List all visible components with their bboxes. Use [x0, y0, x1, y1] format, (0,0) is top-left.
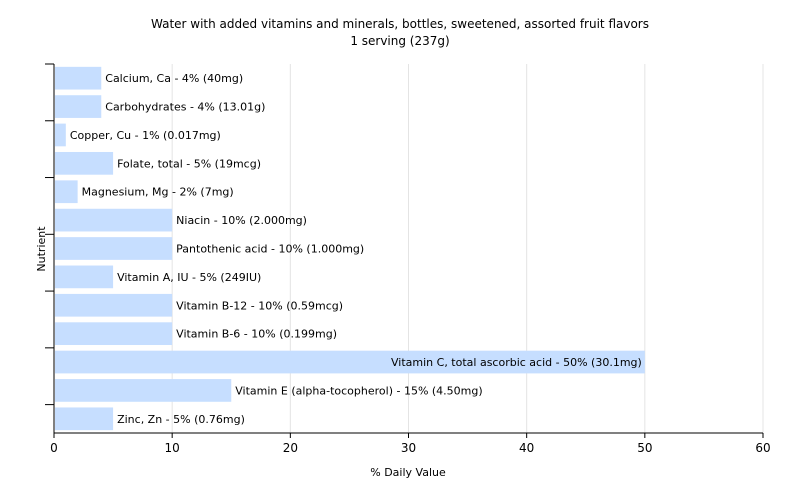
axes-group — [45, 63, 764, 438]
bar-4 — [55, 180, 78, 204]
y-axis-label: Nutrient — [35, 226, 48, 272]
bar-1 — [55, 95, 102, 118]
x-tick-label-4: 40 — [519, 441, 534, 455]
bar-label-12: Zinc, Zn - 5% (0.76mg) — [117, 413, 245, 426]
x-tick-label-3: 30 — [401, 441, 416, 455]
x-tick-label-2: 20 — [283, 441, 298, 455]
bar-10 — [55, 350, 645, 374]
bar-11 — [55, 379, 232, 402]
bar-3 — [55, 151, 114, 175]
bar-label-5: Niacin - 10% (2.000mg) — [176, 214, 307, 227]
bar-7 — [55, 265, 114, 289]
chart-subtitle: 1 serving (237g) — [350, 34, 449, 48]
x-tick-label-0: 0 — [50, 441, 58, 455]
bar-label-7: Vitamin A, IU - 5% (249IU) — [117, 271, 261, 284]
x-tick-label-1: 10 — [165, 441, 180, 455]
bar-9 — [55, 322, 173, 346]
bar-label-4: Magnesium, Mg - 2% (7mg) — [82, 186, 234, 199]
bar-labels-group: Calcium, Ca - 4% (40mg) Carbohydrates - 4… — [70, 72, 642, 426]
bar-8 — [55, 293, 173, 317]
chart-title: Water with added vitamins and minerals, … — [151, 17, 649, 31]
bar-2 — [55, 123, 66, 147]
bar-label-9: Vitamin B-6 - 10% (0.199mg) — [176, 328, 337, 341]
bar-label-0: Calcium, Ca - 4% (40mg) — [105, 72, 243, 85]
bar-label-8: Vitamin B-12 - 10% (0.59mcg) — [176, 299, 343, 312]
x-tick-label-6: 60 — [755, 441, 770, 455]
x-tick-label-5: 50 — [637, 441, 652, 455]
bar-0 — [55, 66, 102, 90]
bar-12 — [55, 407, 114, 431]
bar-label-6: Pantothenic acid - 10% (1.000mg) — [176, 243, 364, 256]
bar-label-10: Vitamin C, total ascorbic acid - 50% (30… — [391, 356, 642, 369]
bar-label-1: Carbohydrates - 4% (13.01g) — [105, 101, 265, 114]
bar-label-11: Vitamin E (alpha-tocopherol) - 15% (4.50… — [235, 384, 482, 397]
bars-group — [55, 66, 645, 431]
x-axis-label: % Daily Value — [370, 466, 446, 479]
x-tick-labels: 0 10 20 30 40 50 60 — [50, 441, 770, 455]
bar-label-3: Folate, total - 5% (19mcg) — [117, 157, 261, 170]
bar-5 — [55, 208, 173, 232]
bar-label-2: Copper, Cu - 1% (0.017mg) — [70, 129, 221, 142]
bar-6 — [55, 237, 173, 260]
